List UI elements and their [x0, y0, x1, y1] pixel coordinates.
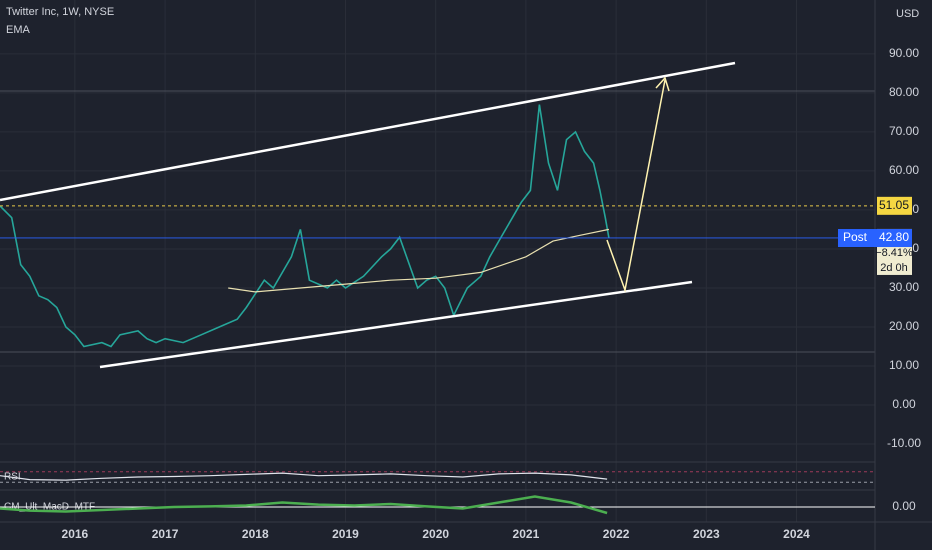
symbol-title: Twitter Inc, 1W, NYSE — [6, 6, 114, 18]
indicator-label: EMA — [6, 24, 31, 36]
level-box — [877, 196, 912, 215]
x-tick-label: 2018 — [242, 527, 269, 541]
y-tick-label: 70.00 — [889, 124, 919, 138]
y-tick-label: 10.00 — [889, 358, 919, 372]
macd-tick-label: 0.00 — [892, 499, 916, 513]
x-tick-label: 2016 — [62, 527, 89, 541]
arrow-head — [655, 76, 670, 92]
grid — [0, 0, 875, 522]
y-tick-label: 30.00 — [889, 280, 919, 294]
channel-lower — [99, 280, 693, 369]
y-tick-label: 80.00 — [889, 85, 919, 99]
level-label: 51.05 — [879, 198, 909, 212]
x-tick-label: 2024 — [783, 527, 810, 541]
y-tick-label: 90.00 — [889, 46, 919, 60]
channel-upper — [0, 61, 736, 202]
post-tag: Post — [843, 230, 868, 244]
x-tick-label: 2022 — [603, 527, 630, 541]
macd-line — [0, 495, 608, 515]
x-tick-label: 2021 — [513, 527, 540, 541]
x-tick-label: 2017 — [152, 527, 179, 541]
x-tick-label: 2020 — [422, 527, 449, 541]
post-box — [838, 229, 912, 248]
projection-arrow — [606, 79, 666, 293]
countdown-label: 2d 0h — [880, 262, 908, 274]
currency: USD — [896, 8, 919, 20]
plot — [0, 104, 875, 348]
rsi-line — [0, 472, 608, 481]
price-line — [228, 228, 610, 293]
y-tick-label: -10.00 — [887, 436, 921, 450]
x-tick-label: 2019 — [332, 527, 359, 541]
y-tick-label: 20.00 — [889, 319, 919, 333]
price-line — [0, 104, 610, 348]
x-tick-label: 2023 — [693, 527, 720, 541]
post-price: 42.80 — [879, 230, 909, 244]
y-tick-label: 0.00 — [892, 397, 916, 411]
change-label: −8.41% — [875, 247, 913, 259]
y-tick-label: 60.00 — [889, 163, 919, 177]
